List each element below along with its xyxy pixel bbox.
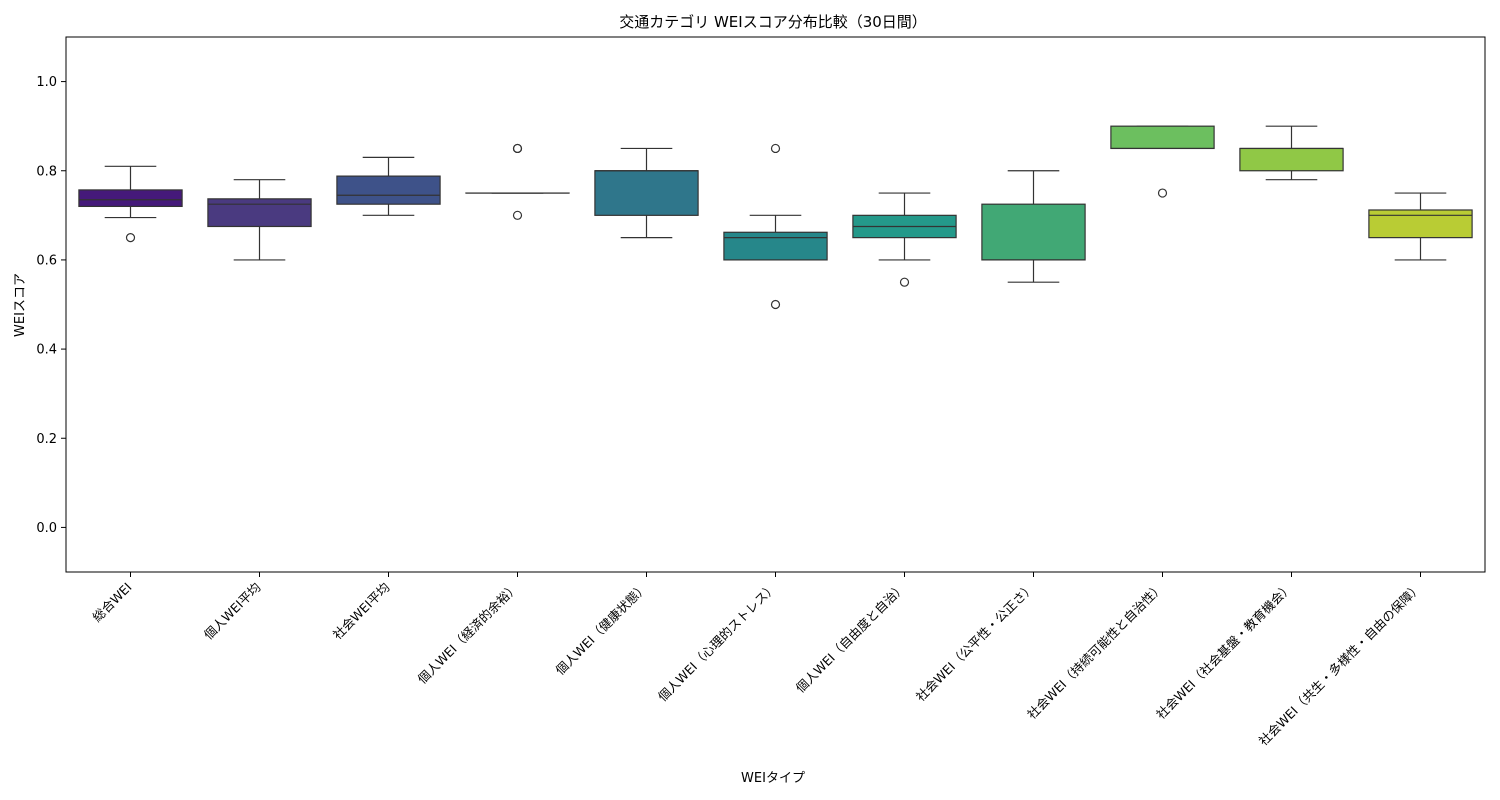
box-group bbox=[723, 143, 828, 310]
y-axis-label: WEIスコア bbox=[13, 273, 28, 337]
box-group bbox=[336, 156, 441, 216]
box-group bbox=[981, 170, 1086, 283]
x-tick-label: 個人WEI（自由度と自治） bbox=[793, 580, 909, 696]
box-group bbox=[1239, 125, 1344, 181]
plot-area-frame bbox=[65, 36, 1486, 573]
y-tick-label: 0.6 bbox=[36, 253, 57, 268]
y-tick-label: 0.4 bbox=[36, 343, 57, 358]
x-tick-label: 総合WEI bbox=[89, 580, 134, 625]
x-axis: 総合WEI 個人WEI平均 社会WEI平均 個人WEI（経済的余裕） 個人WEI（健康状… bbox=[89, 572, 1425, 749]
outlier-point bbox=[125, 233, 136, 243]
x-tick-label: 個人WEI（健康状態） bbox=[552, 580, 650, 678]
box-group bbox=[594, 147, 699, 239]
box bbox=[594, 170, 699, 216]
box bbox=[1239, 147, 1344, 172]
box-group bbox=[852, 192, 957, 287]
x-tick-label: 社会WEI（公平性・公正さ） bbox=[913, 580, 1038, 705]
outlier-point bbox=[512, 143, 523, 154]
y-tick-label: 0.0 bbox=[36, 521, 57, 536]
box bbox=[1110, 125, 1215, 150]
y-tick-label: 1.0 bbox=[36, 75, 57, 90]
outlier-point bbox=[770, 143, 781, 154]
y-tick-label: 0.8 bbox=[36, 164, 57, 179]
box-group bbox=[78, 165, 183, 243]
box bbox=[336, 175, 441, 205]
x-tick-label: 個人WEI（心理的ストレス） bbox=[655, 580, 780, 705]
x-tick-label: 社会WEI（共生・多様性・自由の保障） bbox=[1256, 580, 1425, 749]
y-axis: 0.0 0.2 0.4 0.6 0.8 1.0 bbox=[36, 75, 66, 536]
x-tick-label: 個人WEI平均 bbox=[201, 580, 264, 643]
box bbox=[1368, 209, 1473, 239]
outlier-point bbox=[1157, 188, 1168, 198]
box bbox=[207, 198, 312, 228]
y-tick-label: 0.2 bbox=[36, 432, 57, 447]
x-tick-label: 社会WEI平均 bbox=[330, 580, 393, 643]
x-axis-label: WEIタイプ bbox=[741, 771, 805, 786]
box-series bbox=[78, 125, 1473, 310]
x-tick-label: 社会WEI（社会基盤・教育機会） bbox=[1153, 580, 1295, 722]
x-tick-label: 個人WEI（経済的余裕） bbox=[415, 580, 522, 687]
box-group bbox=[1368, 192, 1473, 261]
box-group bbox=[465, 143, 570, 220]
box-group bbox=[1110, 125, 1215, 198]
box bbox=[981, 203, 1086, 261]
outlier-point bbox=[512, 210, 523, 220]
chart-title: 交通カテゴリ WEIスコア分布比較（30日間） bbox=[619, 13, 927, 31]
outlier-point bbox=[899, 277, 910, 287]
x-tick-label: 社会WEI（持続可能性と自治性） bbox=[1024, 580, 1166, 722]
box bbox=[723, 231, 828, 261]
outlier-point bbox=[770, 299, 781, 310]
box-group bbox=[207, 179, 312, 261]
box bbox=[78, 189, 183, 208]
